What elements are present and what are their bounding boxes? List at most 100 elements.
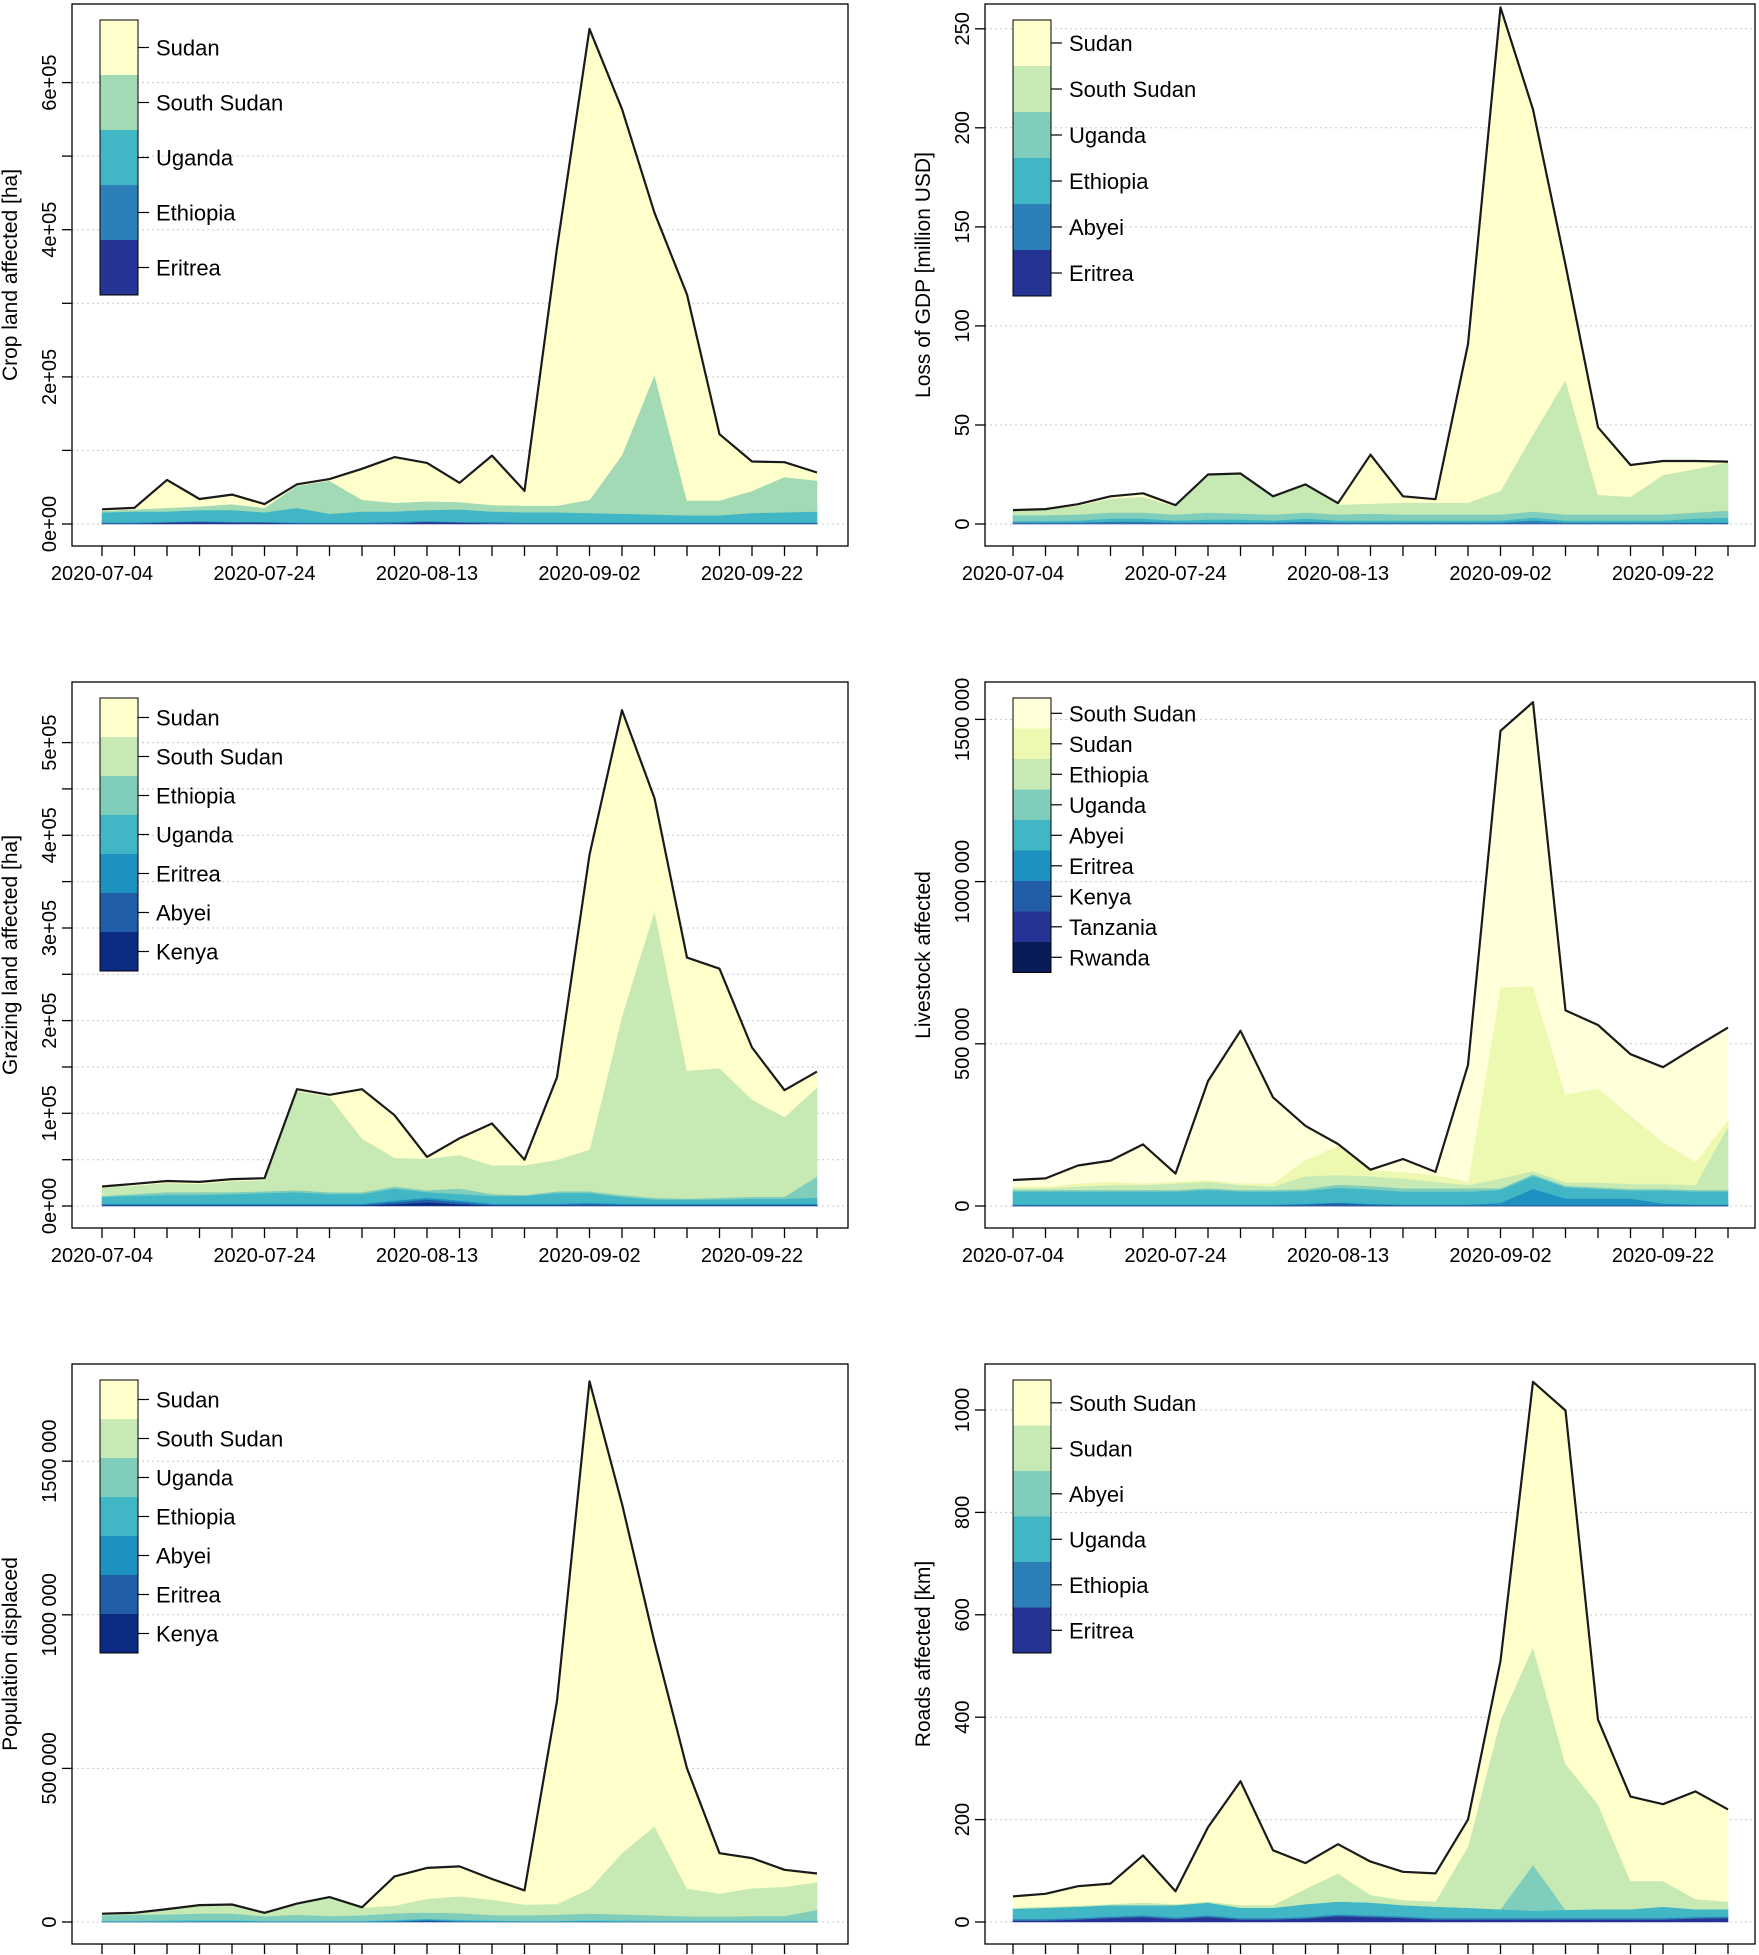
y-tick-label: 1500 000	[952, 678, 974, 761]
y-tick-label: 0	[952, 518, 974, 529]
legend-box	[1012, 1379, 1052, 1654]
total-line	[101, 27, 818, 511]
legend-swatch	[1013, 1380, 1051, 1426]
legend-swatch	[1013, 112, 1051, 158]
legend-swatch	[1013, 759, 1051, 790]
x-tick-label: 2020-07-24	[213, 563, 315, 585]
legend-label: Sudan	[1069, 732, 1133, 757]
legend-label: Uganda	[156, 146, 234, 171]
legend-swatch	[1013, 728, 1051, 759]
y-tick-label: 3e+05	[39, 900, 61, 956]
x-tick-label: 2020-07-04	[962, 563, 1064, 585]
legend-label: Ethiopia	[156, 784, 236, 809]
legend-swatch	[1013, 250, 1051, 296]
legend-label: Uganda	[1069, 793, 1147, 818]
y-tick-label: 2e+05	[39, 349, 61, 405]
x-tick-label: 2020-07-24	[1124, 1245, 1226, 1267]
legend-label: Abyei	[1069, 1482, 1124, 1507]
legend-label: Ethiopia	[1069, 762, 1149, 787]
legend-label: Sudan	[1069, 31, 1133, 56]
x-tick-label: 2020-09-22	[1612, 1245, 1714, 1267]
legend-label: South Sudan	[1069, 77, 1196, 102]
x-tick-label: 2020-09-02	[1449, 563, 1551, 585]
x-tick-label: 2020-08-13	[376, 563, 478, 585]
legend-label: South Sudan	[156, 91, 283, 116]
legend-label: Kenya	[156, 940, 219, 965]
legend-swatch	[100, 1419, 138, 1458]
y-tick-label: 250	[952, 12, 974, 45]
legend-box	[99, 697, 139, 972]
x-tick-label: 2020-09-22	[1612, 563, 1714, 585]
legend-swatch	[1013, 1562, 1051, 1608]
chart-panel-population-displaced: 0 500 000 1000 000 1500 000 Population displ…	[0, 1363, 849, 1954]
y-axis-title: Livestock affected	[912, 871, 935, 1039]
legend-label: South Sudan	[156, 745, 283, 770]
legend-label: Abyei	[1069, 823, 1124, 848]
legend-label: Kenya	[156, 1622, 219, 1647]
x-tick-label: 2020-09-02	[1449, 1245, 1551, 1267]
legend-swatch	[1013, 942, 1051, 973]
y-tick-label: 400	[952, 1701, 974, 1734]
y-tick-label: 50	[952, 414, 974, 436]
y-tick-label: 4e+05	[39, 807, 61, 863]
legend-label: Sudan	[156, 1388, 220, 1413]
y-tick-label: 0e+00	[39, 1178, 61, 1234]
x-tick-label: 2020-09-22	[701, 563, 803, 585]
legend-swatch	[1013, 1471, 1051, 1517]
legend-label: South Sudan	[156, 1427, 283, 1452]
legend-label: South Sudan	[1069, 701, 1196, 726]
total-line	[1012, 6, 1729, 512]
y-tick-label: 1e+05	[39, 1085, 61, 1141]
legend-swatch	[100, 1458, 138, 1497]
legend-swatch	[1013, 881, 1051, 912]
y-axis-title: Population displaced	[0, 1557, 22, 1751]
y-tick-label: 6e+05	[39, 55, 61, 111]
legend-swatch	[100, 1536, 138, 1575]
legend-swatch	[100, 698, 138, 737]
total-line	[1012, 1380, 1729, 1898]
legend-label: Sudan	[156, 36, 220, 61]
legend-label: Ethiopia	[1069, 169, 1149, 194]
x-tick-label: 2020-08-13	[1287, 563, 1389, 585]
legend-swatch	[1013, 66, 1051, 112]
legend-label: Eritrea	[1069, 1618, 1135, 1643]
total-line	[101, 1380, 818, 1915]
y-tick-label: 1000 000	[39, 1573, 61, 1656]
y-tick-label: 200	[952, 1803, 974, 1836]
legend-box	[1012, 697, 1052, 973]
y-tick-label: 500 000	[39, 1732, 61, 1804]
x-tick-label: 2020-07-24	[213, 1245, 315, 1267]
legend-swatch	[100, 854, 138, 893]
x-tick-label: 2020-07-04	[51, 1245, 153, 1267]
legend-label: Sudan	[156, 706, 220, 731]
legend-label: Eritrea	[156, 1583, 222, 1608]
y-tick-label: 5e+05	[39, 715, 61, 771]
legend-label: Ethiopia	[156, 201, 236, 226]
legend-swatch	[1013, 158, 1051, 204]
chart-panel-crop-land: 0e+00 2e+05 4e+05 6e+05 Crop land affected […	[0, 3, 849, 585]
legend-label: Uganda	[1069, 1527, 1147, 1552]
legend-swatch	[100, 240, 138, 295]
legend-label: Eritrea	[156, 256, 222, 281]
x-tick-label: 2020-09-02	[538, 563, 640, 585]
y-axis-title: Roads affected [km]	[912, 1561, 935, 1747]
legend-label: Eritrea	[1069, 854, 1135, 879]
y-tick-label: 200	[952, 111, 974, 144]
y-tick-label: 0	[952, 1916, 974, 1927]
x-tick-label: 2020-07-24	[1124, 563, 1226, 585]
legend-swatch	[100, 75, 138, 130]
y-tick-label: 2e+05	[39, 993, 61, 1049]
legend-swatch	[100, 1614, 138, 1653]
legend-label: Tanzania	[1069, 915, 1158, 940]
x-tick-label: 2020-07-04	[962, 1245, 1064, 1267]
legend-label: South Sudan	[1069, 1391, 1196, 1416]
legend-swatch	[100, 815, 138, 854]
y-tick-label: 0	[952, 1200, 974, 1211]
x-tick-label: 2020-08-13	[376, 1245, 478, 1267]
chart-panel-livestock: 0 500 000 1000 000 1500 000 Livestock affect…	[912, 678, 1756, 1267]
y-tick-label: 0	[39, 1916, 61, 1927]
chart-panel-gdp-loss: 0 50 100 150 200 250 Loss of GDP [million USD]…	[912, 3, 1756, 585]
legend-label: Abyei	[156, 1544, 211, 1569]
legend-swatch	[1013, 1425, 1051, 1471]
y-axis-title: Grazing land affected [ha]	[0, 835, 22, 1075]
